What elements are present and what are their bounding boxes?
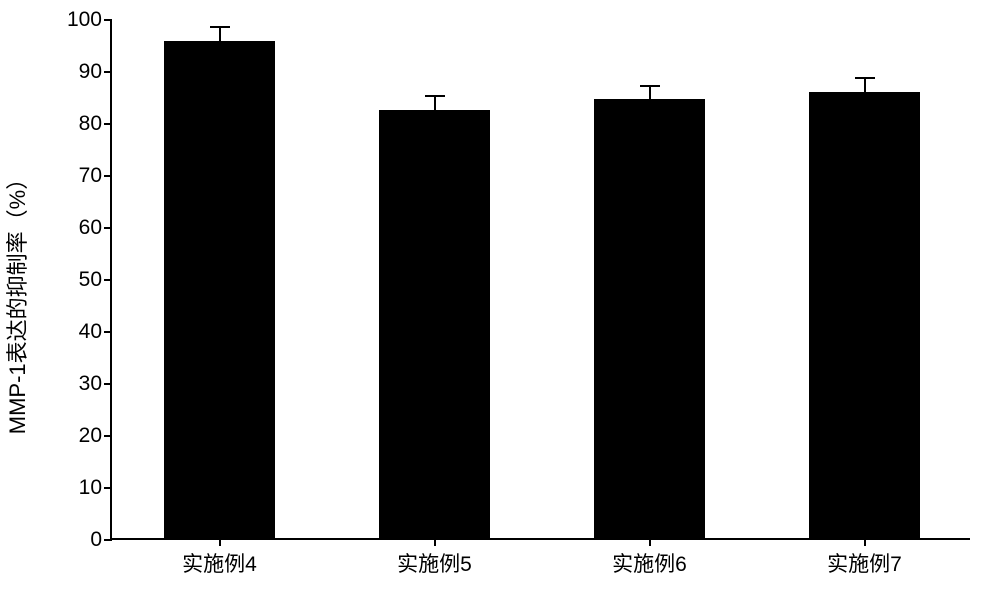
x-tick-mark [434, 538, 436, 546]
bar [594, 99, 706, 538]
y-axis-title: MMP-1表达的抑制率（%） [0, 167, 32, 433]
error-bar [434, 96, 436, 112]
bar [164, 41, 276, 538]
bar [379, 110, 491, 538]
x-tick-mark [219, 538, 221, 546]
y-tick-mark [104, 487, 112, 489]
y-tick-mark [104, 123, 112, 125]
error-bar [219, 27, 221, 44]
error-bar [864, 78, 866, 94]
y-tick-label: 10 [52, 476, 102, 500]
x-tick-mark [864, 538, 866, 546]
x-tick-label: 实施例6 [612, 548, 687, 578]
y-tick-mark [104, 539, 112, 541]
y-tick-mark [104, 435, 112, 437]
error-cap [640, 85, 660, 87]
y-tick-mark [104, 19, 112, 21]
y-tick-mark [104, 175, 112, 177]
y-tick-label: 70 [52, 164, 102, 188]
y-tick-label: 50 [52, 268, 102, 292]
y-tick-mark [104, 71, 112, 73]
y-tick-label: 40 [52, 320, 102, 344]
x-tick-label: 实施例5 [397, 548, 472, 578]
y-tick-label: 20 [52, 424, 102, 448]
y-tick-mark [104, 279, 112, 281]
error-cap [855, 77, 875, 79]
x-tick-mark [649, 538, 651, 546]
y-tick-label: 90 [52, 60, 102, 84]
y-tick-label: 60 [52, 216, 102, 240]
bar-chart: MMP-1表达的抑制率（%） 0102030405060708090100实施例… [0, 0, 1000, 601]
y-tick-mark [104, 383, 112, 385]
y-tick-label: 0 [52, 528, 102, 552]
y-tick-mark [104, 227, 112, 229]
y-tick-label: 80 [52, 112, 102, 136]
bar [809, 92, 921, 538]
y-tick-label: 100 [52, 8, 102, 32]
error-cap [210, 26, 230, 28]
y-tick-label: 30 [52, 372, 102, 396]
y-tick-mark [104, 331, 112, 333]
x-tick-label: 实施例7 [827, 548, 902, 578]
error-bar [649, 86, 651, 102]
x-tick-label: 实施例4 [182, 548, 257, 578]
plot-area: 0102030405060708090100实施例4实施例5实施例6实施例7 [110, 20, 970, 540]
error-cap [425, 95, 445, 97]
